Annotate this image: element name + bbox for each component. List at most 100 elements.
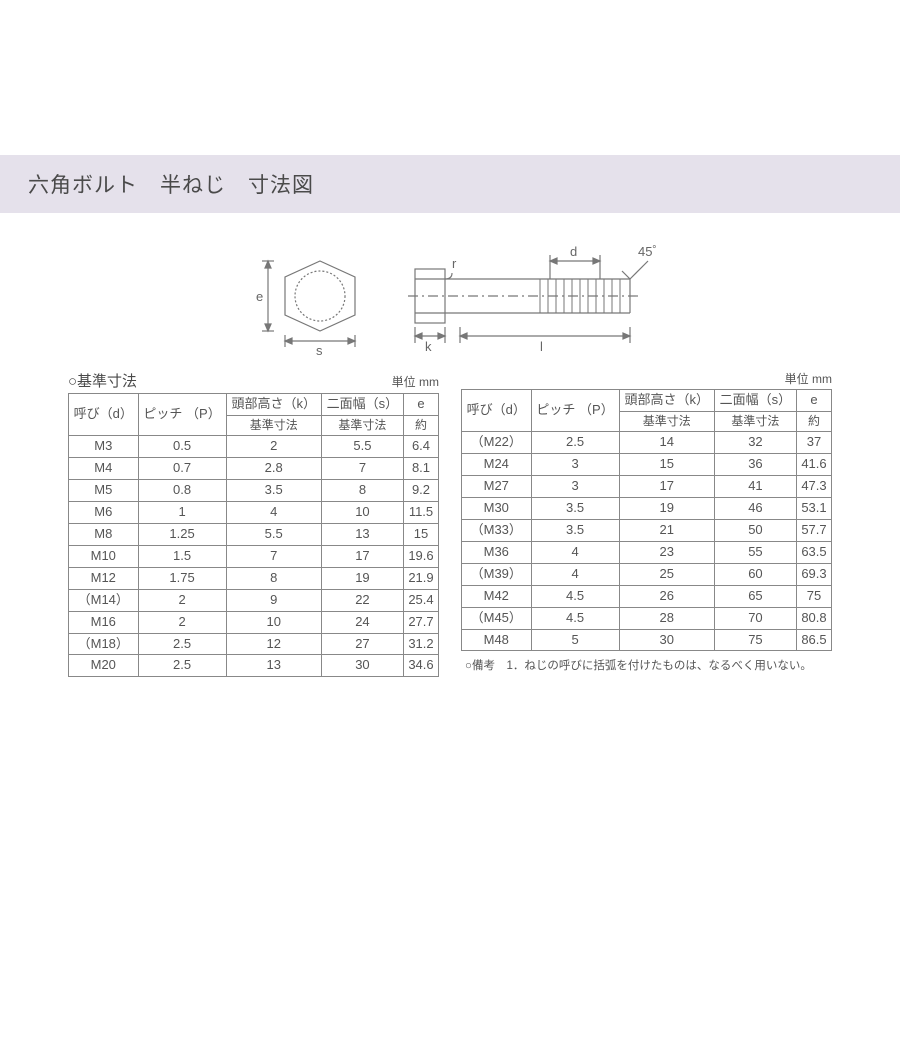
table-cell: 34.6 [403, 655, 438, 677]
table-cell: 46 [714, 498, 796, 520]
table-cell: 63.5 [796, 541, 831, 563]
table-cell: 11.5 [403, 502, 438, 524]
footnote: ○備考 1．ねじの呼びに括弧を付けたものは、なるべく用いない。 [461, 657, 832, 673]
table-cell: （M45） [462, 607, 532, 629]
table-cell: 7 [226, 545, 321, 567]
table-cell: 1.25 [138, 524, 226, 546]
table-cell: 10 [226, 611, 321, 633]
table-cell: 1.75 [138, 567, 226, 589]
unit-label: 単位 mm [392, 373, 439, 390]
table-cell: 8 [321, 480, 403, 502]
table-cell: （M14） [69, 589, 139, 611]
table-cell: M6 [69, 502, 139, 524]
table-cell: 15 [619, 454, 714, 476]
table-right-column: 単位 mm 呼び（d） ピッチ （P） 頭部高さ（k） 二面幅（s） e 基準寸… [461, 370, 832, 673]
table-header: 呼び（d） ピッチ （P） 頭部高さ（k） 二面幅（s） e 基準寸法 基準寸法… [69, 394, 439, 436]
spec-table-left: 呼び（d） ピッチ （P） 頭部高さ（k） 二面幅（s） e 基準寸法 基準寸法… [68, 393, 439, 677]
table-cell: 37 [796, 432, 831, 454]
table-cell: M20 [69, 655, 139, 677]
table-cell: 14 [619, 432, 714, 454]
table-cell: M12 [69, 567, 139, 589]
table-cell: 36 [714, 454, 796, 476]
table-cell: 31.2 [403, 633, 438, 655]
table-cell: 2 [138, 611, 226, 633]
table-cell: 55 [714, 541, 796, 563]
table-cell: 17 [321, 545, 403, 567]
table-cell: 70 [714, 607, 796, 629]
table-cell: M16 [69, 611, 139, 633]
dim-label-e: e [256, 289, 263, 304]
table-cell: 23 [619, 541, 714, 563]
table-cell: 3.5 [531, 498, 619, 520]
table-cell: 26 [619, 585, 714, 607]
table-row: M273174147.3 [462, 476, 832, 498]
table-row: （M18）2.5122731.2 [69, 633, 439, 655]
table-header: 呼び（d） ピッチ （P） 頭部高さ（k） 二面幅（s） e 基準寸法 基準寸法… [462, 390, 832, 432]
table-cell: 4 [531, 541, 619, 563]
col-sub: 基準寸法 [619, 411, 714, 432]
table-row: （M14）292225.4 [69, 589, 439, 611]
table-cell: 2.5 [138, 633, 226, 655]
table-row: M303.5194653.1 [462, 498, 832, 520]
table-cell: 53.1 [796, 498, 831, 520]
col-head-height: 頭部高さ（k） [226, 394, 321, 416]
table-cell: M8 [69, 524, 139, 546]
table-cell: 10 [321, 502, 403, 524]
table-cell: 21 [619, 520, 714, 542]
table-cell: 65 [714, 585, 796, 607]
table-body: M30.525.56.4M40.72.878.1M50.83.589.2M614… [69, 436, 439, 677]
table-row: M6141011.5 [69, 502, 439, 524]
table-cell: 15 [403, 524, 438, 546]
col-sub: 基準寸法 [714, 411, 796, 432]
table-body: （M22）2.5143237M243153641.6M273174147.3M3… [462, 432, 832, 651]
table-row: M81.255.51315 [69, 524, 439, 546]
bolt-diagram: e s k l d r 45゜ [0, 223, 900, 370]
tables-container: ○基準寸法 単位 mm 呼び（d） ピッチ （P） 頭部高さ（k） 二面幅（s）… [0, 370, 900, 677]
title-bar: 六角ボルト 半ねじ 寸法図 [0, 155, 900, 213]
col-e: e [403, 394, 438, 416]
col-sub: 基準寸法 [226, 415, 321, 436]
table-cell: 13 [321, 524, 403, 546]
col-pitch: ピッチ （P） [531, 390, 619, 432]
table-row: M424.5266575 [462, 585, 832, 607]
table-cell: 6.4 [403, 436, 438, 458]
table-cell: 19 [619, 498, 714, 520]
table-cell: （M18） [69, 633, 139, 655]
table-cell: 30 [619, 629, 714, 651]
table-cell: 80.8 [796, 607, 831, 629]
table-cell: 25.4 [403, 589, 438, 611]
col-name: 呼び（d） [462, 390, 532, 432]
table-cell: 75 [796, 585, 831, 607]
dim-label-s: s [316, 343, 323, 358]
table-cell: 19 [321, 567, 403, 589]
table-cell: M36 [462, 541, 532, 563]
table-cell: 28 [619, 607, 714, 629]
table-cell: 4 [531, 563, 619, 585]
table-row: M364235563.5 [462, 541, 832, 563]
col-name: 呼び（d） [69, 394, 139, 436]
dim-label-angle: 45゜ [638, 244, 665, 259]
dim-label-k: k [425, 339, 432, 354]
spec-table-right: 呼び（d） ピッチ （P） 頭部高さ（k） 二面幅（s） e 基準寸法 基準寸法… [461, 389, 832, 651]
table-cell: M4 [69, 458, 139, 480]
table-cell: 50 [714, 520, 796, 542]
table-cell: 4.5 [531, 607, 619, 629]
table-cell: 2 [226, 436, 321, 458]
col-head-height: 頭部高さ（k） [619, 390, 714, 412]
table-row: （M22）2.5143237 [462, 432, 832, 454]
table-cell: 0.7 [138, 458, 226, 480]
table-cell: 2.8 [226, 458, 321, 480]
table-cell: 19.6 [403, 545, 438, 567]
table-cell: 86.5 [796, 629, 831, 651]
table-cell: 3.5 [226, 480, 321, 502]
table-cell: 1 [138, 502, 226, 524]
table-cell: 41 [714, 476, 796, 498]
table-cell: 41.6 [796, 454, 831, 476]
table-row: （M33）3.5215057.7 [462, 520, 832, 542]
table-cell: 1.5 [138, 545, 226, 567]
col-pitch: ピッチ （P） [138, 394, 226, 436]
table-cell: （M22） [462, 432, 532, 454]
table-row: M121.7581921.9 [69, 567, 439, 589]
table-cell: 22 [321, 589, 403, 611]
table-row: （M39）4256069.3 [462, 563, 832, 585]
